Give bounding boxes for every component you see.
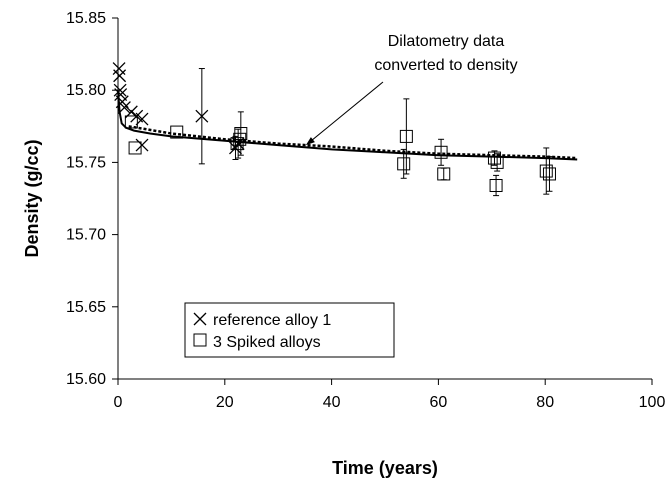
y-tick-label: 15.60 bbox=[66, 371, 106, 388]
annotation-line-1: Dilatometry data bbox=[388, 33, 505, 50]
y-tick-label: 15.85 bbox=[66, 10, 106, 27]
annotation-arrowhead bbox=[305, 137, 315, 146]
fit-line-solid bbox=[117, 90, 578, 161]
spiked-alloy-point bbox=[234, 127, 248, 141]
annotation-arrow-line bbox=[310, 81, 384, 142]
spiked-alloy-point bbox=[487, 151, 501, 165]
fit-line-dotted bbox=[128, 125, 578, 160]
legend-label-reference-alloy: reference alloy 1 bbox=[213, 312, 331, 329]
spiked-alloy-point bbox=[230, 137, 244, 151]
y-tick-label: 15.65 bbox=[66, 299, 106, 316]
spiked-alloy-point bbox=[489, 179, 503, 193]
legend-box bbox=[184, 302, 395, 358]
x-tick-label: 20 bbox=[216, 394, 234, 411]
spiked-alloy-point bbox=[542, 167, 556, 181]
spiked-alloy-point bbox=[397, 157, 411, 171]
x-tick-label: 60 bbox=[430, 394, 448, 411]
reference-alloy-point bbox=[195, 109, 209, 123]
legend-square-marker bbox=[193, 333, 207, 347]
reference-alloy-point bbox=[135, 138, 149, 152]
spiked-alloy-point bbox=[124, 115, 138, 129]
spiked-alloy-point bbox=[539, 164, 553, 178]
x-tick-label: 100 bbox=[639, 394, 666, 411]
reference-alloy-point bbox=[135, 112, 149, 126]
y-tick-label: 15.70 bbox=[66, 227, 106, 244]
annotation-line-2: converted to density bbox=[374, 57, 517, 74]
spiked-alloy-point bbox=[490, 155, 504, 169]
reference-alloy-point bbox=[113, 83, 127, 97]
spiked-alloy-point bbox=[170, 125, 184, 139]
x-tick-label: 0 bbox=[114, 394, 123, 411]
y-axis-title: Density (g/cc) bbox=[22, 139, 42, 257]
spiked-alloy-point bbox=[399, 129, 413, 143]
spiked-alloy-point bbox=[128, 141, 142, 155]
x-tick-label: 80 bbox=[536, 394, 554, 411]
reference-alloy-point bbox=[117, 101, 131, 114]
legend-x-marker bbox=[193, 312, 207, 326]
spiked-alloy-point bbox=[434, 145, 448, 159]
spiked-alloy-point bbox=[437, 167, 451, 181]
y-tick-label: 15.75 bbox=[66, 154, 106, 171]
y-tick-label: 15.80 bbox=[66, 82, 106, 99]
reference-alloy-point bbox=[113, 69, 127, 83]
x-axis-title: Time (years) bbox=[332, 458, 438, 478]
x-tick-label: 40 bbox=[323, 394, 341, 411]
legend-label-spiked-alloys: 3 Spiked alloys bbox=[213, 334, 321, 351]
